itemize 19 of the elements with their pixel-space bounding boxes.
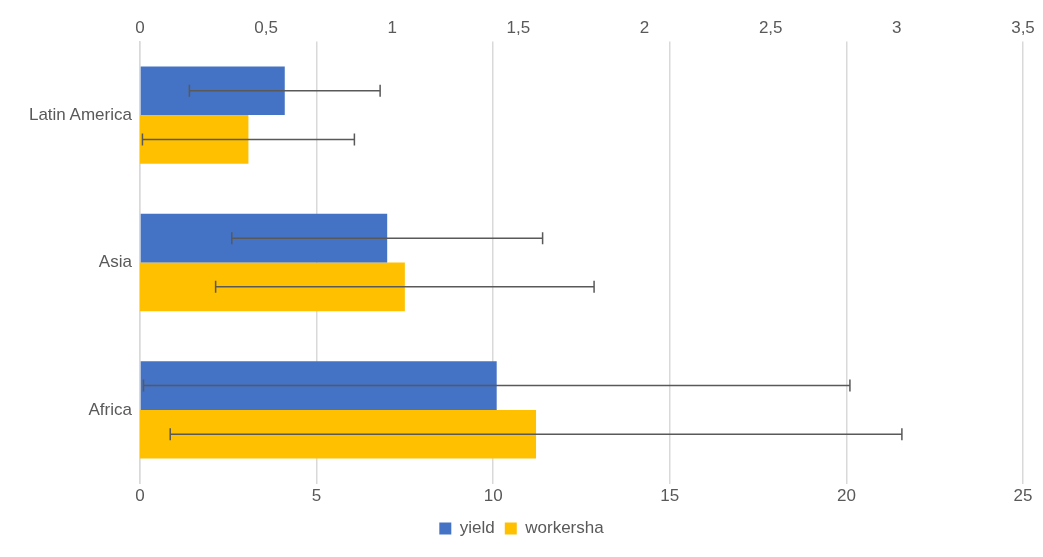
x-tick-label: 25 xyxy=(1013,486,1033,506)
x2-tick-label: 2,5 xyxy=(758,17,783,37)
x2-tick-label: 0,5 xyxy=(254,17,278,37)
y-tick-label: Latin America xyxy=(28,104,133,124)
x-tick-label: 5 xyxy=(311,486,322,506)
x2-tick-label: 0 xyxy=(135,17,145,37)
y-tick-label: Africa xyxy=(88,399,133,419)
x2-tick-label: 2 xyxy=(639,17,650,37)
legend-label: workersha xyxy=(524,518,605,538)
legend-label: yield xyxy=(459,518,495,538)
x2-tick-label: 3 xyxy=(892,17,902,37)
x-tick-label: 0 xyxy=(135,486,145,506)
x-tick-label: 10 xyxy=(483,486,503,506)
x-tick-label: 20 xyxy=(836,486,856,506)
x2-tick-label: 1,5 xyxy=(506,17,531,37)
x2-tick-label: 3,5 xyxy=(1011,17,1035,37)
x-tick-label: 15 xyxy=(660,486,680,506)
x2-tick-label: 1 xyxy=(387,17,397,37)
y-tick-label: Asia xyxy=(98,252,133,272)
